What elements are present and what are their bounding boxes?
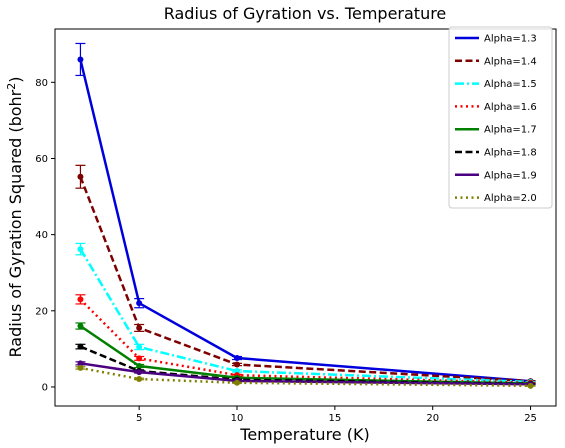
ticks-layer: 5 10 15 20 25 0 20 40 60 80 [35,78,537,424]
series-line [79,59,531,383]
legend-label: Alpha=1.4 [484,56,537,67]
data-point [77,360,84,367]
chart-title: Radius of Gyration vs. Temperature [164,4,447,23]
legend-label: Alpha=1.9 [484,170,537,181]
data-point [136,300,143,307]
x-tick-label: 25 [524,413,537,424]
series-alpha-2-0 [75,364,536,389]
x-tick-label: 20 [426,413,439,424]
x-tick-label: 10 [231,413,244,424]
x-tick-label: 5 [136,413,142,424]
legend-label: Alpha=1.5 [484,79,537,90]
y-tick-label: 80 [35,78,48,89]
series-line [79,298,531,385]
legend-label: Alpha=2.0 [484,193,537,204]
data-point [77,246,84,253]
y-axis-label-superscript: 2 [5,83,18,90]
data-point [77,56,84,63]
y-axis-label-close: ) [6,77,25,83]
y-tick-label: 0 [42,382,48,393]
data-point [234,367,241,374]
y-tick-label: 40 [35,230,48,241]
data-point [136,363,143,370]
series-layer [75,42,536,389]
data-point [234,379,241,386]
data-point [77,323,84,330]
plot-frame [54,28,557,407]
legend-label: Alpha=1.7 [484,125,537,136]
data-point [77,343,84,350]
data-point [77,364,84,371]
data-point [136,343,143,350]
legend-label: Alpha=1.6 [484,102,537,113]
legend-frame [448,26,553,209]
data-point [234,355,241,362]
y-tick-label: 20 [35,306,48,317]
data-point [136,375,143,382]
y-tick-label: 60 [35,154,48,165]
data-point [77,173,84,180]
y-axis-label-main: Radius of Gyration Squared (bohr [6,89,25,357]
legend-label: Alpha=1.3 [484,34,537,45]
y-axis-label: Radius of Gyration Squared (bohr2) [5,77,25,358]
data-point [136,369,143,376]
data-point [136,355,143,362]
data-point [77,296,84,303]
legend-label: Alpha=1.8 [484,148,537,159]
series-line [79,176,531,383]
legend: Alpha=1.3 Alpha=1.4 Alpha=1.5 Alpha=1.6 Alph… [448,26,553,209]
series-line [79,248,531,384]
data-point [234,361,241,368]
data-point [527,382,534,389]
x-tick-label: 15 [328,413,341,424]
data-point [136,324,143,331]
x-axis-label: Temperature (K) [239,425,369,444]
series-line [80,362,531,386]
